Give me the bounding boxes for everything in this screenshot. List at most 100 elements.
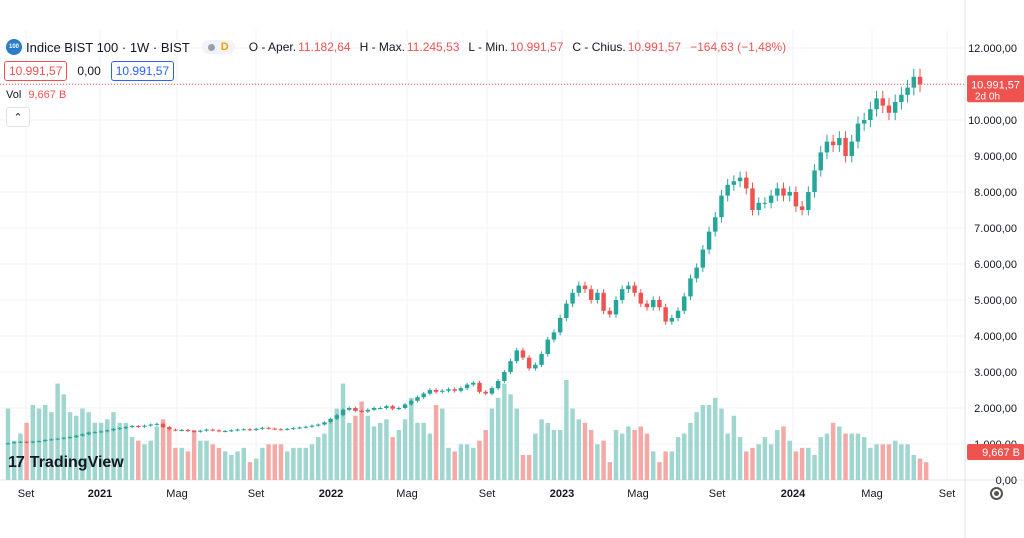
- volume-bar: [843, 433, 848, 480]
- open-value: 11.182,64: [298, 40, 351, 54]
- candle: [105, 430, 110, 432]
- volume-bar: [495, 397, 501, 480]
- low-label: L - Min.: [468, 40, 508, 54]
- volume-bar: [830, 422, 836, 480]
- candle: [30, 441, 36, 443]
- y-tick-label: 3.000,00: [974, 367, 1017, 379]
- last-price-value: 10.991,57: [971, 79, 1020, 91]
- candle: [799, 206, 805, 210]
- buy-price-box[interactable]: 10.991,57: [110, 61, 175, 81]
- volume-bar: [657, 462, 662, 480]
- candle: [582, 285, 588, 290]
- volume-bar: [402, 419, 408, 480]
- tradingview-logo[interactable]: 17 TradingView: [8, 454, 124, 472]
- candle: [346, 408, 352, 410]
- gear-icon[interactable]: [990, 487, 1003, 500]
- candle: [415, 397, 420, 401]
- candle: [725, 184, 730, 196]
- candle: [136, 426, 141, 427]
- change-value: −164,63 (−1,48%): [690, 40, 787, 54]
- volume-bar: [502, 383, 507, 480]
- candle: [880, 98, 886, 106]
- candle: [452, 389, 457, 391]
- volume-bar: [322, 433, 327, 480]
- x-tick-label: Mag: [166, 488, 187, 500]
- x-tick-label: 2022: [319, 488, 343, 500]
- volume-bar: [737, 437, 743, 480]
- volume-bar: [173, 447, 178, 480]
- candle: [613, 300, 619, 315]
- chevron-up-icon[interactable]: ⌃: [6, 107, 30, 127]
- volume-bar: [713, 397, 718, 480]
- volume-bar: [744, 451, 749, 480]
- volume-bar: [886, 444, 892, 480]
- x-tick-label: Set: [709, 488, 726, 500]
- candle: [24, 441, 29, 443]
- volume-bar: [557, 430, 563, 480]
- y-tick-label: 8.000,00: [974, 187, 1017, 199]
- volume-bar: [315, 437, 321, 480]
- volume-legend[interactable]: Vol 9,667 B: [6, 89, 66, 101]
- volume-bar: [551, 430, 557, 480]
- candle: [198, 430, 203, 432]
- candle: [390, 406, 395, 409]
- volume-bar: [105, 419, 110, 480]
- volume-bar: [806, 447, 811, 480]
- quote-boxes: 10.991,57 0,00 10.991,57: [4, 61, 175, 81]
- candle: [855, 123, 861, 142]
- sell-price-box[interactable]: 10.991,57: [4, 61, 68, 81]
- volume-bar: [396, 430, 402, 480]
- candle: [440, 390, 445, 392]
- candle: [49, 439, 54, 441]
- volume-bar: [421, 422, 426, 480]
- candle: [98, 431, 104, 433]
- candle: [787, 192, 792, 196]
- volume-bar: [644, 433, 650, 480]
- volume-bar: [148, 440, 153, 480]
- candle: [353, 408, 358, 411]
- volume-bar: [36, 408, 42, 480]
- candle: [539, 354, 544, 365]
- candle: [129, 426, 135, 428]
- candle: [675, 310, 681, 318]
- candle: [502, 372, 507, 381]
- candle: [545, 339, 550, 354]
- candle: [142, 425, 147, 427]
- symbol-title[interactable]: Indice BIST 100 · 1W · BIST: [26, 39, 190, 55]
- candle: [297, 427, 302, 429]
- candle: [508, 361, 513, 372]
- candle: [340, 409, 346, 416]
- candle: [551, 332, 557, 340]
- close-label: C - Chius.: [572, 40, 626, 54]
- candle: [775, 188, 780, 196]
- volume-bar: [508, 394, 513, 480]
- candle: [781, 188, 786, 196]
- volume-bar: [42, 405, 48, 480]
- volume-bar: [905, 444, 910, 480]
- volume-bar: [74, 415, 79, 480]
- y-tick-label: 0,00: [996, 475, 1017, 487]
- volume-bar: [545, 422, 550, 480]
- tradingview-wordmark: TradingView: [29, 454, 124, 471]
- candle: [11, 442, 17, 444]
- candle: [483, 391, 488, 394]
- volume-bar: [49, 412, 54, 480]
- volume-bar: [365, 415, 371, 480]
- candle: [458, 388, 464, 391]
- volume-bar: [229, 455, 234, 480]
- x-tick-label: Mag: [627, 488, 648, 500]
- volume-bar: [762, 437, 768, 480]
- volume-bar: [253, 458, 259, 480]
- volume-bar: [204, 440, 209, 480]
- volume-bar: [427, 433, 433, 480]
- open-label: O - Aper.: [248, 40, 297, 54]
- volume-bar: [11, 440, 17, 480]
- candle: [421, 393, 426, 398]
- volume-bar: [682, 433, 687, 480]
- delay-badge[interactable]: D: [201, 40, 235, 54]
- volume-bar: [278, 444, 284, 480]
- candle: [111, 428, 116, 431]
- candle: [471, 382, 476, 385]
- volume-bar: [669, 451, 675, 480]
